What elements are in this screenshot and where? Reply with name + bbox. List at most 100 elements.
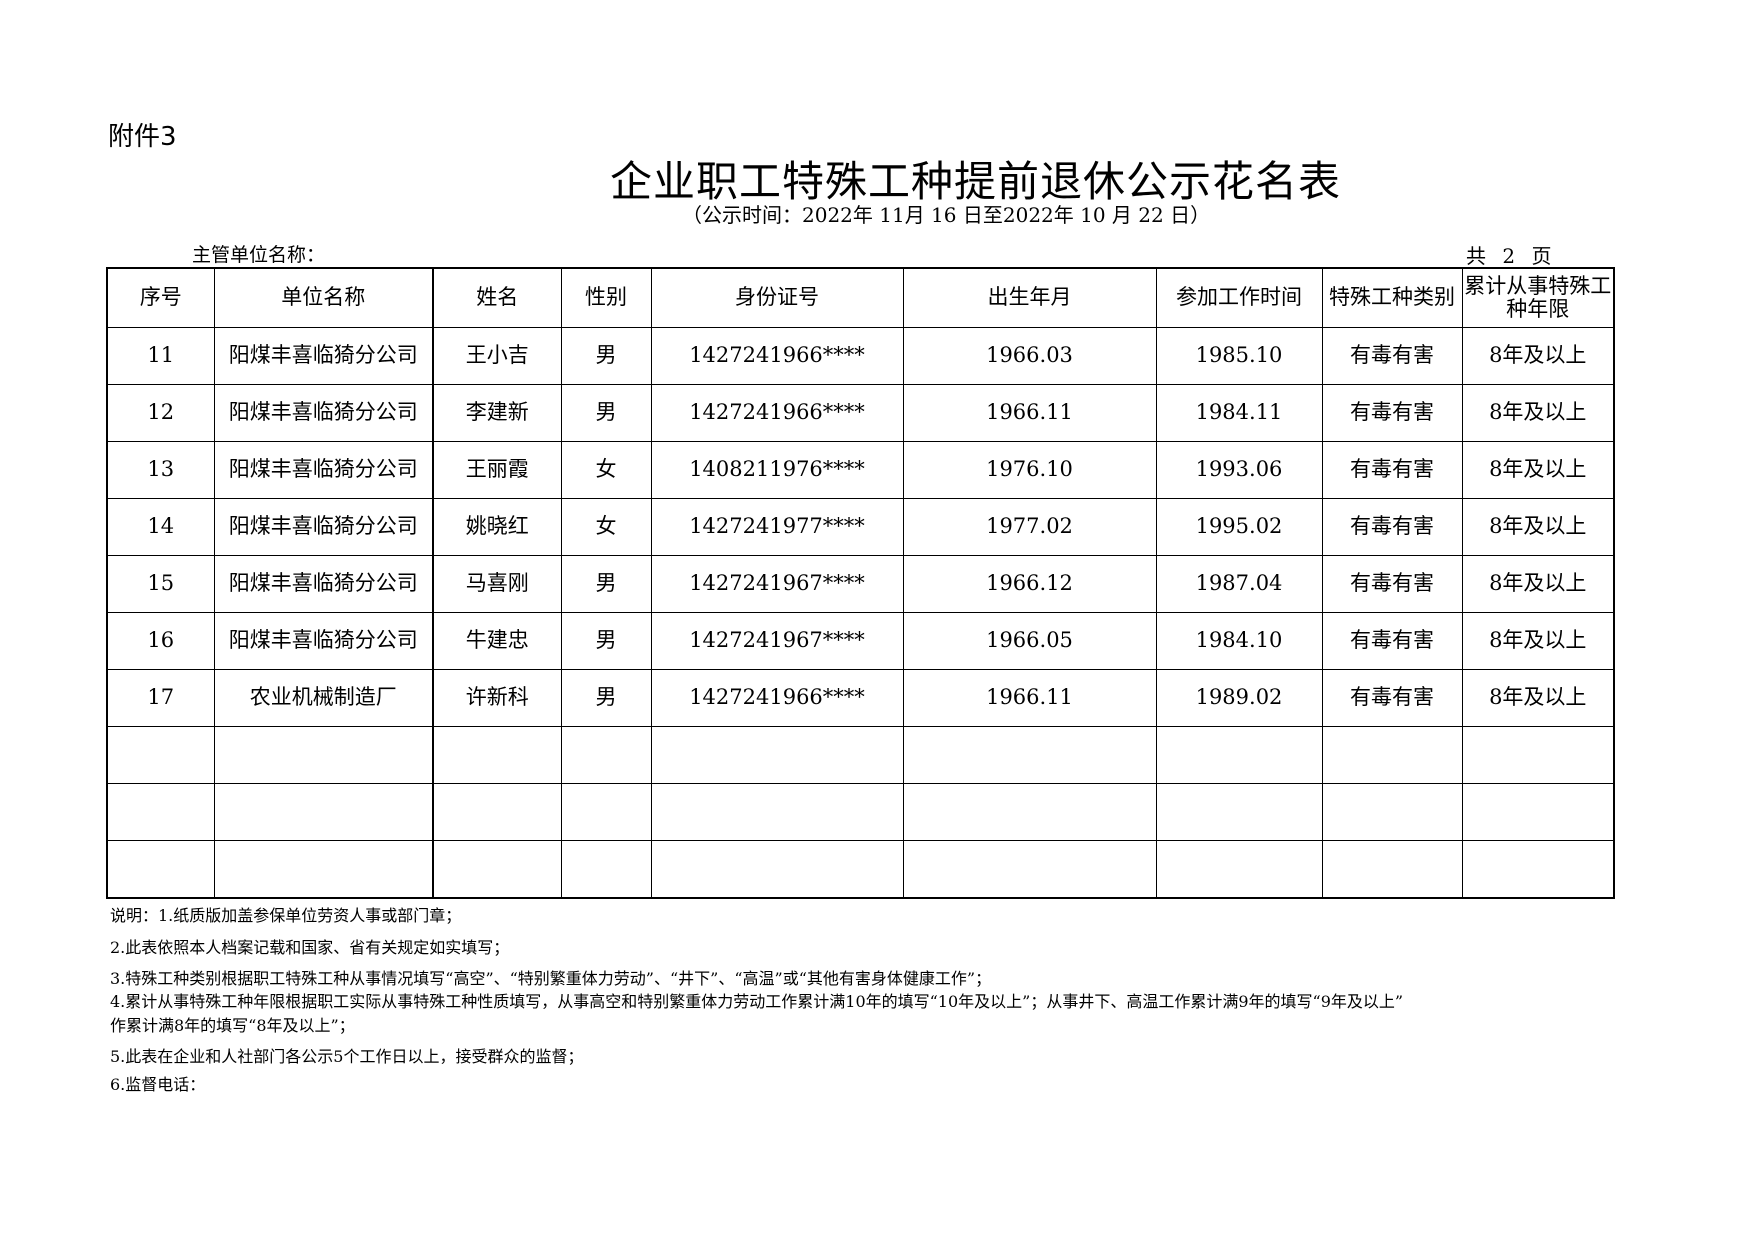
cell-id-number: 1427241966****	[650, 384, 904, 442]
cell-years-in-special-job: 8年及以上	[1461, 498, 1615, 556]
cell-work-start-date: 1995.02	[1155, 498, 1323, 556]
cell-employee-name: 许新科	[432, 669, 562, 727]
cell-unit-name: 阳煤丰喜临猗分公司	[213, 555, 434, 613]
cell-row-number: 11	[106, 327, 215, 385]
cell-employee-name	[432, 840, 562, 899]
cell-birth-date	[902, 783, 1157, 841]
cell-special-job-type	[1321, 783, 1463, 841]
cell-employee-name: 李建新	[432, 384, 562, 442]
cell-unit-name	[213, 840, 434, 899]
note-line: 4.累计从事特殊工种年限根据职工实际从事特殊工种性质填写，从事高空和特别繁重体力…	[110, 992, 1404, 1011]
cell-special-job-type: 有毒有害	[1321, 555, 1463, 613]
cell-special-job-type: 有毒有害	[1321, 498, 1463, 556]
cell-years-in-special-job: 8年及以上	[1461, 555, 1615, 613]
cell-special-job-type	[1321, 726, 1463, 784]
cell-work-start-date: 1985.10	[1155, 327, 1323, 385]
cell-birth-date	[902, 726, 1157, 784]
cell-birth-date	[902, 840, 1157, 899]
cell-years-in-special-job	[1461, 840, 1615, 899]
table-row: 12 阳煤丰喜临猗分公司 李建新男 1427241966**** 1966.11 1984…	[106, 384, 1615, 442]
cell-years-in-special-job: 8年及以上	[1461, 441, 1615, 499]
cell-special-job-type	[1321, 840, 1463, 899]
cell-gender: 男	[560, 612, 652, 670]
cell-id-number: 1408211976****	[650, 441, 904, 499]
table-row: 15 阳煤丰喜临猗分公司 马喜刚男 1427241967**** 1966.12 1987…	[106, 555, 1615, 613]
cell-id-number	[650, 783, 904, 841]
cell-unit-name	[213, 726, 434, 784]
header-work-start-date: 参加工作时间	[1155, 267, 1323, 328]
cell-gender: 女	[560, 441, 652, 499]
cell-gender	[560, 726, 652, 784]
cell-id-number: 1427241967****	[650, 612, 904, 670]
cell-employee-name	[432, 726, 562, 784]
roster-table: 序号 单位名称 姓名 性别 身份证号 出生年月 参加工作时间 特殊工种类别 累计从事特殊工种年限…	[106, 267, 1615, 899]
cell-id-number: 1427241967****	[650, 555, 904, 613]
cell-row-number: 13	[106, 441, 215, 499]
cell-years-in-special-job	[1461, 726, 1615, 784]
note-line: 6.监督电话：	[110, 1075, 206, 1094]
table-row: 16 阳煤丰喜临猗分公司 牛建忠男 1427241967**** 1966.05 1984…	[106, 612, 1615, 670]
note-line: 3.特殊工种类别根据职工特殊工种从事情况填写“高空”、“特别繁重体力劳动”、“井…	[110, 969, 992, 988]
cell-row-number: 14	[106, 498, 215, 556]
header-birth-date: 出生年月	[902, 267, 1157, 328]
cell-row-number	[106, 726, 215, 784]
empty-table-row	[106, 840, 1615, 899]
cell-work-start-date	[1155, 840, 1323, 899]
cell-years-in-special-job: 8年及以上	[1461, 384, 1615, 442]
cell-work-start-date: 1987.04	[1155, 555, 1323, 613]
note-line: 作累计满8年的填写“8年及以上”；	[110, 1016, 355, 1035]
header-years-in-special-job: 累计从事特殊工种年限	[1461, 267, 1615, 328]
table-row: 13 阳煤丰喜临猗分公司 王丽霞女 1408211976**** 1976.10 1993…	[106, 441, 1615, 499]
cell-years-in-special-job	[1461, 783, 1615, 841]
header-gender: 性别	[560, 267, 652, 328]
cell-birth-date: 1966.03	[902, 327, 1157, 385]
cell-row-number: 16	[106, 612, 215, 670]
page-count: 共 2 页	[1466, 244, 1552, 268]
cell-gender	[560, 840, 652, 899]
cell-id-number	[650, 840, 904, 899]
empty-table-row	[106, 783, 1615, 841]
header-unit-name: 单位名称	[213, 267, 434, 328]
cell-birth-date: 1976.10	[902, 441, 1157, 499]
cell-unit-name: 阳煤丰喜临猗分公司	[213, 498, 434, 556]
cell-id-number: 1427241966****	[650, 669, 904, 727]
header-id-number: 身份证号	[650, 267, 904, 328]
note-line: 2.此表依照本人档案记载和国家、省有关规定如实填写；	[110, 938, 510, 957]
cell-special-job-type: 有毒有害	[1321, 612, 1463, 670]
note-line: 5.此表在企业和人社部门各公示5个工作日以上，接受群众的监督；	[110, 1047, 584, 1066]
cell-special-job-type: 有毒有害	[1321, 327, 1463, 385]
cell-gender: 男	[560, 669, 652, 727]
empty-table-row	[106, 726, 1615, 784]
cell-work-start-date: 1984.11	[1155, 384, 1323, 442]
cell-employee-name: 马喜刚	[432, 555, 562, 613]
attachment-label: 附件3	[108, 122, 177, 152]
header-special-job-type: 特殊工种类别	[1321, 267, 1463, 328]
supervising-unit-label: 主管单位名称：	[192, 244, 326, 266]
table-row: 11 阳煤丰喜临猗分公司 王小吉男 1427241966**** 1966.03 1985…	[106, 327, 1615, 385]
cell-row-number: 12	[106, 384, 215, 442]
cell-gender: 男	[560, 327, 652, 385]
cell-employee-name: 姚晓红	[432, 498, 562, 556]
cell-birth-date: 1966.12	[902, 555, 1157, 613]
header-row-number: 序号	[106, 267, 215, 328]
cell-gender: 男	[560, 555, 652, 613]
cell-row-number: 17	[106, 669, 215, 727]
cell-special-job-type: 有毒有害	[1321, 669, 1463, 727]
cell-employee-name: 王小吉	[432, 327, 562, 385]
cell-row-number	[106, 840, 215, 899]
table-row: 17 农业机械制造厂 许新科男 1427241966**** 1966.11 1989.0…	[106, 669, 1615, 727]
cell-work-start-date: 1993.06	[1155, 441, 1323, 499]
cell-unit-name: 农业机械制造厂	[213, 669, 434, 727]
publication-period: （公示时间：2022年 11月 16 日至2022年 10 月 22 日）	[682, 203, 1211, 227]
cell-birth-date: 1966.05	[902, 612, 1157, 670]
cell-gender	[560, 783, 652, 841]
cell-gender: 女	[560, 498, 652, 556]
cell-years-in-special-job: 8年及以上	[1461, 327, 1615, 385]
cell-years-in-special-job: 8年及以上	[1461, 669, 1615, 727]
notes: 说明：1.纸质版加盖参保单位劳资人事或部门章； 2.此表依照本人档案记载和国家、省…	[110, 902, 1611, 1102]
cell-unit-name: 阳煤丰喜临猗分公司	[213, 384, 434, 442]
cell-unit-name: 阳煤丰喜临猗分公司	[213, 441, 434, 499]
cell-work-start-date: 1984.10	[1155, 612, 1323, 670]
cell-id-number	[650, 726, 904, 784]
note-line: 说明：1.纸质版加盖参保单位劳资人事或部门章；	[110, 906, 462, 925]
